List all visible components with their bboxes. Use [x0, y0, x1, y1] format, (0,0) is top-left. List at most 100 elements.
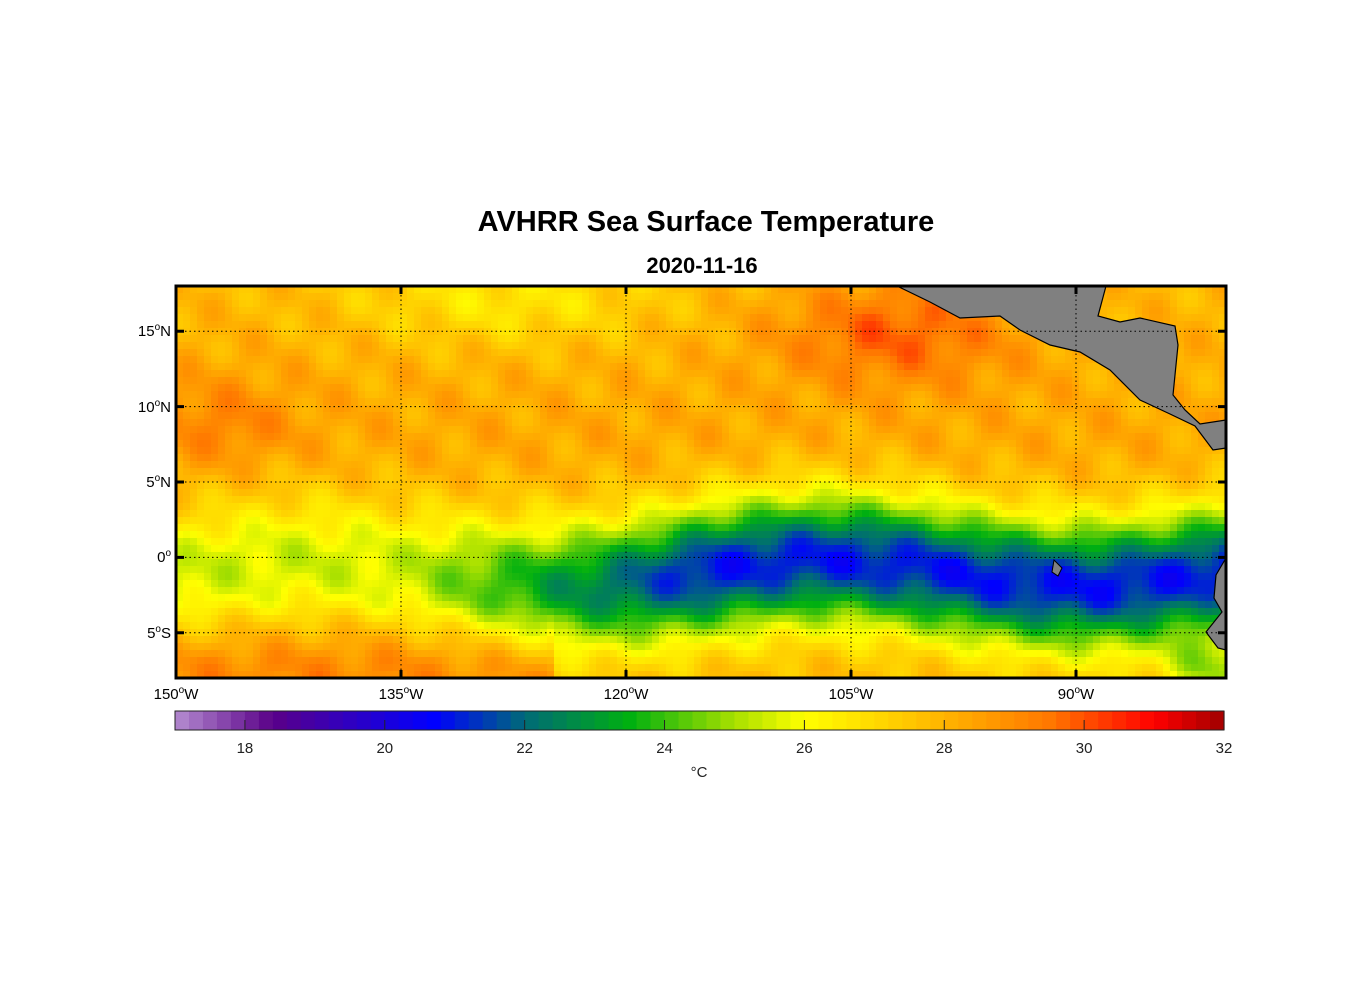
sst-cell: [365, 496, 373, 504]
sst-cell: [526, 314, 534, 322]
sst-cell: [673, 335, 681, 343]
sst-cell: [757, 293, 765, 301]
sst-cell: [232, 447, 240, 455]
sst-cell: [925, 300, 933, 308]
sst-cell: [449, 335, 457, 343]
sst-cell: [757, 510, 765, 518]
sst-cell: [316, 510, 324, 518]
sst-cell: [1128, 405, 1136, 413]
sst-cell: [1030, 447, 1038, 455]
sst-cell: [687, 293, 695, 301]
sst-cell: [1135, 496, 1143, 504]
sst-cell: [932, 307, 940, 315]
sst-cell: [456, 482, 464, 490]
sst-cell: [939, 475, 947, 483]
sst-cell: [1079, 440, 1087, 448]
sst-cell: [820, 384, 828, 392]
sst-cell: [176, 496, 184, 504]
sst-cell: [337, 454, 345, 462]
sst-cell: [610, 412, 618, 420]
sst-cell: [715, 447, 723, 455]
sst-cell: [372, 496, 380, 504]
sst-cell: [225, 293, 233, 301]
sst-cell: [932, 314, 940, 322]
sst-cell: [582, 328, 590, 336]
sst-cell: [470, 440, 478, 448]
sst-cell: [582, 405, 590, 413]
sst-cell: [1114, 300, 1122, 308]
sst-cell: [890, 489, 898, 497]
sst-cell: [365, 300, 373, 308]
sst-cell: [855, 321, 863, 329]
sst-cell: [414, 342, 422, 350]
sst-cell: [792, 405, 800, 413]
sst-cell: [1044, 412, 1052, 420]
sst-cell: [617, 496, 625, 504]
sst-cell: [246, 307, 254, 315]
sst-cell: [687, 440, 695, 448]
sst-cell: [953, 461, 961, 469]
sst-cell: [638, 454, 646, 462]
sst-cell: [939, 412, 947, 420]
sst-cell: [862, 300, 870, 308]
sst-cell: [946, 328, 954, 336]
sst-cell: [414, 461, 422, 469]
sst-cell: [1212, 328, 1220, 336]
sst-cell: [715, 314, 723, 322]
sst-cell: [743, 412, 751, 420]
sst-cell: [449, 293, 457, 301]
sst-cell: [757, 286, 765, 294]
sst-cell: [1100, 489, 1108, 497]
sst-cell: [813, 440, 821, 448]
sst-cell: [1142, 496, 1150, 504]
sst-cell: [876, 286, 884, 294]
sst-cell: [1184, 489, 1192, 497]
sst-cell: [449, 342, 457, 350]
sst-cell: [533, 447, 541, 455]
sst-cell: [547, 412, 555, 420]
sst-cell: [491, 433, 499, 441]
sst-cell: [351, 447, 359, 455]
sst-cell: [960, 496, 968, 504]
sst-cell: [421, 321, 429, 329]
sst-cell: [547, 370, 555, 378]
sst-cell: [701, 412, 709, 420]
sst-cell: [1142, 454, 1150, 462]
sst-cell: [638, 468, 646, 476]
sst-cell: [491, 405, 499, 413]
sst-cell: [505, 405, 513, 413]
sst-cell: [428, 412, 436, 420]
sst-cell: [813, 286, 821, 294]
sst-cell: [547, 398, 555, 406]
sst-cell: [974, 363, 982, 371]
sst-cell: [428, 461, 436, 469]
sst-cell: [911, 307, 919, 315]
sst-cell: [890, 370, 898, 378]
sst-cell: [1205, 503, 1213, 511]
sst-cell: [883, 468, 891, 476]
sst-cell: [526, 426, 534, 434]
sst-cell: [190, 335, 198, 343]
sst-cell: [855, 377, 863, 385]
sst-cell: [1107, 300, 1115, 308]
sst-cell: [841, 489, 849, 497]
sst-cell: [925, 342, 933, 350]
sst-cell: [309, 328, 317, 336]
sst-cell: [1037, 412, 1045, 420]
sst-cell: [337, 377, 345, 385]
sst-cell: [855, 335, 863, 343]
sst-cell: [400, 398, 408, 406]
sst-cell: [1030, 419, 1038, 427]
sst-cell: [799, 405, 807, 413]
sst-cell: [519, 321, 527, 329]
sst-cell: [946, 405, 954, 413]
sst-cell: [204, 426, 212, 434]
sst-cell: [253, 412, 261, 420]
sst-cell: [421, 363, 429, 371]
sst-cell: [302, 363, 310, 371]
sst-cell: [344, 468, 352, 476]
sst-cell: [1072, 370, 1080, 378]
sst-cell: [862, 475, 870, 483]
sst-cell: [869, 377, 877, 385]
sst-cell: [680, 461, 688, 469]
